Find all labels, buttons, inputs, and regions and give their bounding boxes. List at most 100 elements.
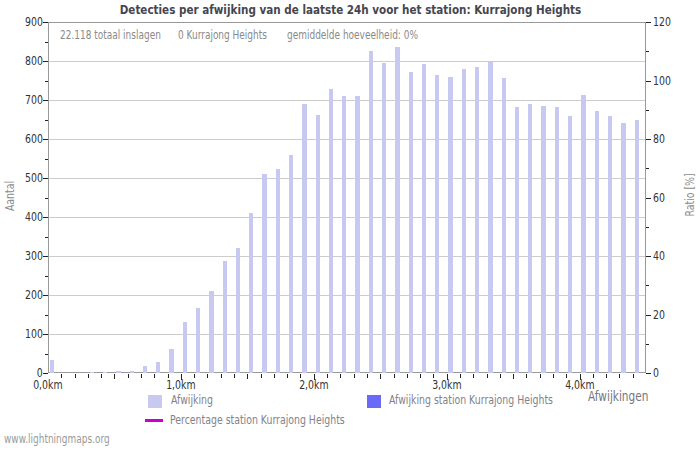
bar (475, 67, 479, 373)
x-tick (287, 374, 288, 378)
bar (635, 120, 639, 373)
bar (448, 77, 452, 373)
y-right-tick-label: 100 (653, 74, 676, 88)
y-right-tick (646, 81, 651, 82)
x-tick (593, 374, 594, 378)
legend-label-afwijking: Afwijking (171, 393, 225, 407)
x-tick (261, 374, 262, 378)
x-tick (500, 374, 501, 378)
bar (196, 308, 200, 373)
x-tick (168, 374, 169, 378)
y-axis-title-right: Ratio [%] (683, 172, 697, 219)
bar (90, 372, 94, 373)
y-right-minor-tick (646, 285, 649, 286)
x-tick (433, 374, 434, 378)
y-right-tick (646, 139, 651, 140)
legend-swatch-station (367, 395, 381, 408)
x-tick (194, 374, 195, 378)
bar (382, 63, 386, 373)
y-right-tick (646, 198, 651, 199)
y-left-minor-tick (45, 159, 49, 160)
x-tick (101, 374, 102, 378)
bar (488, 62, 492, 373)
bar (581, 95, 585, 373)
y-left-tick (43, 295, 48, 296)
x-tick-label: 2,0km (284, 378, 344, 392)
bar (223, 261, 227, 373)
y-left-tick-label: 400 (10, 210, 43, 224)
x-tick (407, 374, 408, 378)
x-tick (394, 374, 395, 378)
y-right-minor-tick (646, 227, 649, 228)
y-left-minor-tick (45, 315, 49, 316)
bar (355, 96, 359, 373)
y-right-tick (646, 315, 651, 316)
x-tick (141, 374, 142, 378)
chart-title: Detecties per afwijking van de laatste 2… (0, 3, 700, 17)
x-tick-label: 4,0km (550, 378, 610, 392)
y-left-minor-tick (45, 198, 49, 199)
footer-link[interactable]: www.lightningmaps.org (4, 432, 139, 446)
x-tick (340, 374, 341, 378)
y-left-tick (43, 61, 48, 62)
x-tick (274, 374, 275, 378)
x-tick-label: 0,0km (18, 378, 78, 392)
bar (103, 372, 107, 373)
bar (209, 291, 213, 373)
y-left-tick-label: 500 (10, 171, 43, 185)
x-tick (221, 374, 222, 378)
y-right-minor-tick (646, 110, 649, 111)
bar (409, 72, 413, 373)
x-tick (154, 374, 155, 378)
x-tick (114, 374, 115, 379)
y-left-tick (43, 178, 48, 179)
x-tick (247, 374, 248, 379)
bar (502, 78, 506, 373)
bar (236, 248, 240, 373)
x-tick (526, 374, 527, 378)
bar (621, 123, 625, 373)
y-left-minor-tick (45, 237, 49, 238)
x-tick (513, 374, 514, 379)
y-left-minor-tick (45, 354, 49, 355)
y-left-tick (43, 22, 48, 23)
x-tick (553, 374, 554, 378)
x-tick (619, 374, 620, 378)
bar (395, 47, 399, 373)
legend-line-percentage (145, 419, 163, 422)
bar (156, 362, 160, 373)
bar (302, 104, 306, 373)
x-tick (420, 374, 421, 378)
y-left-tick (43, 334, 48, 335)
bar (515, 107, 519, 373)
y-left-tick-label: 200 (10, 288, 43, 302)
x-tick (354, 374, 355, 378)
legend-swatch-afwijking (148, 395, 162, 408)
bar (289, 155, 293, 373)
y-right-tick (646, 256, 651, 257)
bar (249, 213, 253, 373)
x-tick (327, 374, 328, 378)
bar (462, 69, 466, 373)
x-tick (75, 374, 76, 378)
bar (541, 106, 545, 373)
bar (528, 104, 532, 373)
x-tick (540, 374, 541, 378)
gridline (49, 100, 645, 101)
y-right-minor-tick (646, 168, 649, 169)
bar (169, 349, 173, 373)
x-tick (460, 374, 461, 378)
chart-page: Detecties per afwijking van de laatste 2… (0, 0, 700, 450)
x-tick (473, 374, 474, 378)
x-axis-title: Afwijkingen (448, 389, 648, 403)
y-left-minor-tick (45, 120, 49, 121)
bar (369, 51, 373, 373)
y-left-minor-tick (45, 81, 49, 82)
gridline (49, 61, 645, 62)
x-tick (61, 374, 62, 378)
bar (555, 107, 559, 373)
x-tick (207, 374, 208, 378)
bar (608, 116, 612, 373)
bar (595, 111, 599, 373)
y-left-tick-label: 300 (10, 249, 43, 263)
